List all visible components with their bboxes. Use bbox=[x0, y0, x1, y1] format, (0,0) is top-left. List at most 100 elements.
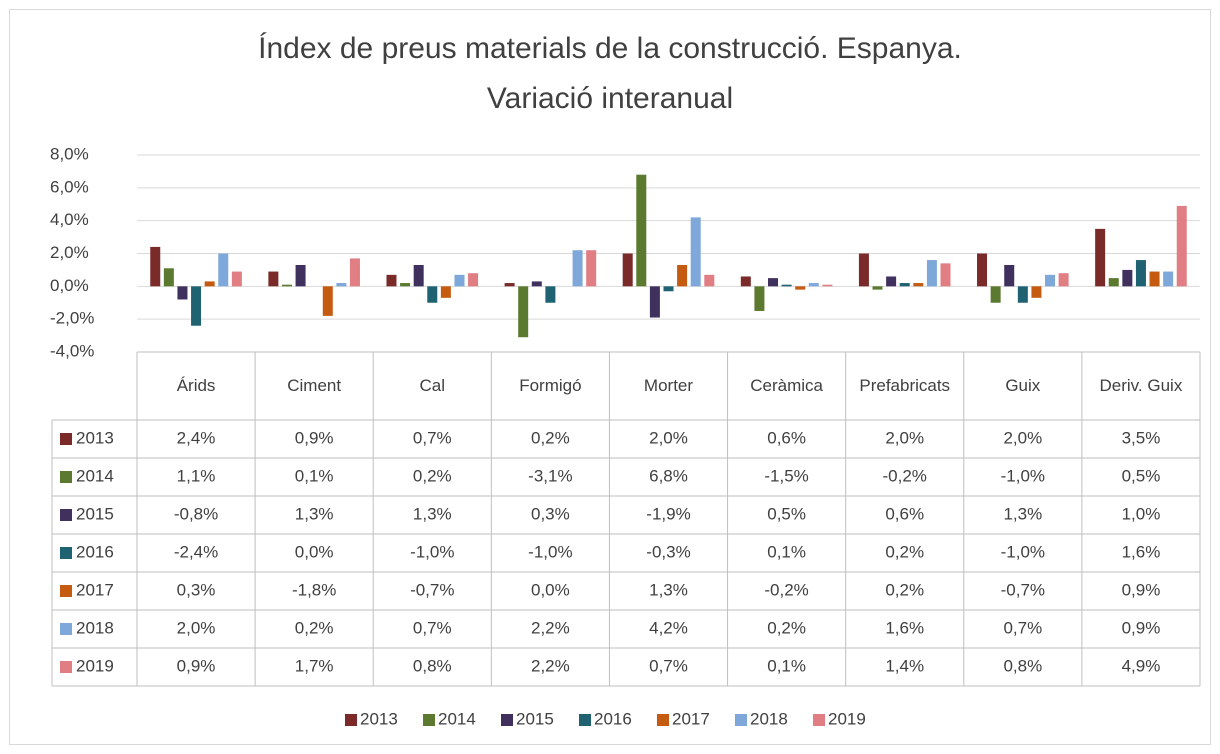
data-label: 0,5% bbox=[1122, 466, 1161, 485]
x-tick-label: Guix bbox=[1005, 376, 1041, 395]
data-label: 0,8% bbox=[413, 656, 452, 675]
bar bbox=[808, 283, 819, 287]
data-label: 2,0% bbox=[649, 428, 688, 447]
bar bbox=[1108, 278, 1119, 287]
data-label: -1,0% bbox=[1001, 542, 1045, 561]
row-label: 2014 bbox=[76, 466, 114, 485]
data-label: 2,4% bbox=[177, 428, 216, 447]
bar bbox=[899, 283, 910, 287]
legend-swatch bbox=[60, 547, 72, 559]
bar bbox=[663, 286, 674, 292]
data-label: -2,4% bbox=[174, 542, 218, 561]
bar bbox=[268, 271, 279, 287]
bar bbox=[1163, 271, 1174, 287]
data-label: 0,2% bbox=[295, 618, 334, 637]
data-label: 4,9% bbox=[1122, 656, 1161, 675]
legend-swatch bbox=[813, 714, 825, 726]
data-label: 0,6% bbox=[767, 428, 806, 447]
data-label: 1,7% bbox=[295, 656, 334, 675]
bar bbox=[913, 283, 924, 287]
x-tick-label: Prefabricats bbox=[859, 376, 951, 395]
data-label: 0,9% bbox=[295, 428, 334, 447]
data-label: 0,2% bbox=[885, 580, 924, 599]
bar bbox=[349, 258, 360, 287]
bar bbox=[1058, 273, 1069, 287]
data-label: 1,0% bbox=[1122, 504, 1161, 523]
bar bbox=[822, 284, 833, 287]
bar bbox=[504, 283, 515, 287]
row-label: 2016 bbox=[76, 542, 114, 561]
data-label: 0,9% bbox=[1122, 580, 1161, 599]
data-label: 2,0% bbox=[1003, 428, 1042, 447]
x-tick-label: Morter bbox=[643, 376, 694, 395]
x-tick-label: Cal bbox=[419, 376, 446, 395]
data-label: 0,3% bbox=[531, 504, 570, 523]
data-label: -1,0% bbox=[528, 542, 572, 561]
bar bbox=[754, 286, 765, 311]
bar bbox=[1122, 269, 1133, 287]
bar bbox=[1095, 228, 1106, 287]
legend-swatch bbox=[60, 623, 72, 635]
bar bbox=[386, 274, 397, 287]
bar bbox=[413, 264, 424, 287]
bar bbox=[440, 286, 451, 298]
y-tick-label: 8,0% bbox=[50, 144, 89, 163]
data-label: 2,0% bbox=[177, 618, 216, 637]
data-label: 3,5% bbox=[1122, 428, 1161, 447]
bar bbox=[518, 286, 529, 338]
data-label: 0,2% bbox=[531, 428, 570, 447]
bar bbox=[740, 276, 751, 287]
data-label: -0,7% bbox=[1001, 580, 1045, 599]
bar bbox=[858, 253, 869, 287]
data-label: -0,8% bbox=[174, 504, 218, 523]
chart-title: Índex de preus materials de la construcc… bbox=[258, 32, 962, 65]
data-label: 0,8% bbox=[1003, 656, 1042, 675]
bar bbox=[400, 283, 411, 287]
x-tick-label: Ciment bbox=[287, 376, 342, 395]
data-label: 0,9% bbox=[1122, 618, 1161, 637]
y-tick-label: -4,0% bbox=[50, 341, 94, 360]
legend-swatch bbox=[60, 471, 72, 483]
data-label: 0,9% bbox=[177, 656, 216, 675]
data-label: 0,7% bbox=[649, 656, 688, 675]
legend-swatch bbox=[579, 714, 591, 726]
row-label: 2013 bbox=[76, 428, 114, 447]
y-tick-label: 4,0% bbox=[50, 210, 89, 229]
data-label: 1,3% bbox=[649, 580, 688, 599]
bar bbox=[177, 286, 188, 300]
data-label: 0,1% bbox=[295, 466, 334, 485]
bar bbox=[977, 253, 988, 287]
data-label: -1,5% bbox=[764, 466, 808, 485]
bar bbox=[218, 253, 229, 287]
bar bbox=[872, 286, 883, 290]
data-label: 0,1% bbox=[767, 656, 806, 675]
legend-swatch bbox=[657, 714, 669, 726]
data-label: 0,0% bbox=[295, 542, 334, 561]
bar bbox=[1004, 264, 1015, 287]
bar bbox=[281, 284, 292, 287]
bar bbox=[163, 268, 174, 287]
x-tick-label: Árids bbox=[176, 376, 216, 395]
data-label: 1,6% bbox=[885, 618, 924, 637]
data-label: -0,2% bbox=[883, 466, 927, 485]
data-label: -1,9% bbox=[646, 504, 690, 523]
legend-swatch bbox=[345, 714, 357, 726]
bar bbox=[454, 274, 465, 287]
bar bbox=[322, 286, 333, 316]
bar bbox=[531, 281, 542, 287]
legend-label: 2018 bbox=[750, 709, 788, 728]
data-label: -0,2% bbox=[764, 580, 808, 599]
legend-label: 2019 bbox=[828, 709, 866, 728]
legend-label: 2014 bbox=[438, 709, 476, 728]
bar bbox=[795, 286, 806, 290]
legend-swatch bbox=[60, 661, 72, 673]
legend-swatch bbox=[60, 585, 72, 597]
bar bbox=[1176, 205, 1187, 287]
bar bbox=[622, 253, 633, 287]
bar bbox=[704, 274, 715, 287]
bar bbox=[649, 286, 660, 318]
y-tick-label: 6,0% bbox=[50, 177, 89, 196]
chart-title: Variació interanual bbox=[487, 82, 733, 115]
legend-label: 2017 bbox=[672, 709, 710, 728]
